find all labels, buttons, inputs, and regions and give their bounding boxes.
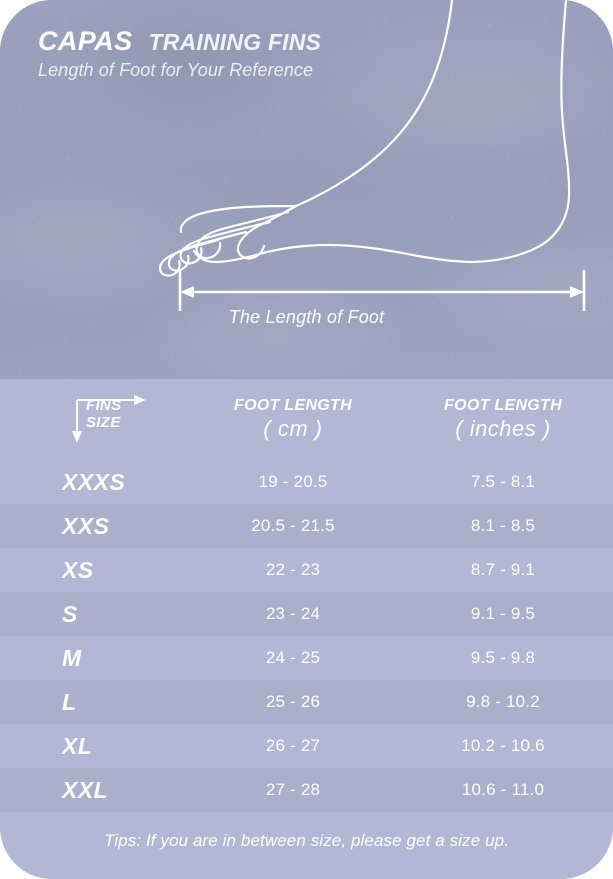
table-body: XXXS 19 - 20.5 7.5 - 8.1 XXS 20.5 - 21.5 8.1 … (0, 460, 613, 812)
cell-foot-length-cm: 19 - 20.5 (258, 472, 328, 491)
brand-name: CAPAS (38, 26, 133, 56)
cell-fins-size: S (62, 601, 78, 627)
column-header-inches-line1: FOOT LENGTH (444, 397, 562, 414)
cell-fins-size: XXS (62, 513, 110, 539)
product-name: TRAINING FINS (148, 29, 322, 55)
column-header-cm-line2: ( cm ) (263, 416, 323, 441)
fins-size-line2: SIZE (86, 414, 121, 431)
foot-length-caption: The Length of Foot (228, 307, 385, 327)
cell-foot-length-cm: 26 - 27 (265, 736, 321, 755)
cell-fins-size: XXL (62, 777, 109, 803)
cell-foot-length-cm: 22 - 23 (265, 560, 321, 579)
cell-foot-length-cm: 23 - 24 (265, 604, 321, 623)
hero-subtitle: Length of Foot for Your Reference (38, 60, 314, 80)
cell-foot-length-cm: 27 - 28 (265, 780, 321, 799)
cell-foot-length-inches: 9.1 - 9.5 (470, 604, 536, 623)
cell-foot-length-cm: 20.5 - 21.5 (251, 516, 335, 535)
arrow-head-right (570, 286, 584, 298)
tips-note: Tips: If you are in between size, please… (103, 831, 510, 850)
cell-foot-length-inches: 8.1 - 8.5 (470, 516, 536, 535)
cell-fins-size: XS (62, 557, 94, 583)
cell-foot-length-inches: 9.5 - 9.8 (470, 648, 536, 667)
hero-panel: CAPAS TRAINING FINS Length of Foot for Y… (0, 0, 613, 379)
cell-fins-size: M (62, 645, 82, 671)
table-row: S 23 - 24 9.1 - 9.5 (0, 592, 613, 636)
column-header-inches-line2: ( inches ) (455, 416, 551, 441)
length-dimension-arrow (178, 270, 586, 311)
table-row: M 24 - 25 9.5 - 9.8 (0, 636, 613, 680)
fins-size-line1: FINS (86, 397, 122, 414)
column-header-inches: FOOT LENGTH ( inches ) (403, 397, 603, 442)
title-row: CAPAS TRAINING FINS (38, 26, 321, 57)
cell-foot-length-inches: 7.5 - 8.1 (470, 472, 536, 491)
cell-foot-length-inches: 8.7 - 9.1 (470, 560, 536, 579)
arrow-head-down (72, 431, 82, 443)
column-header-cm: FOOT LENGTH ( cm ) (193, 397, 393, 442)
fins-size-label: FINS SIZE (86, 397, 121, 431)
table-row: XXXS 19 - 20.5 7.5 - 8.1 (0, 460, 613, 504)
cell-fins-size: L (62, 689, 77, 715)
cell-fins-size: XXXS (62, 469, 126, 495)
cell-foot-length-cm: 25 - 26 (265, 692, 321, 711)
table-row: XXS 20.5 - 21.5 8.1 - 8.5 (0, 504, 613, 548)
arrow-head-left (180, 286, 194, 298)
cell-foot-length-inches: 10.6 - 11.0 (461, 780, 545, 799)
table-row: XL 26 - 27 10.2 - 10.6 (0, 724, 613, 768)
water-texture-background (0, 0, 613, 379)
foot-illustration (158, 0, 571, 277)
size-table: FINS SIZE FOOT LENGTH ( cm ) FOOT LENGTH… (0, 379, 613, 879)
corner-arrows-icon (72, 395, 146, 443)
table-row: XS 22 - 23 8.7 - 9.1 (0, 548, 613, 592)
table-row: L 25 - 26 9.8 - 10.2 (0, 680, 613, 724)
column-header-cm-line1: FOOT LENGTH (234, 397, 352, 414)
cell-fins-size: XL (62, 733, 93, 759)
cell-foot-length-inches: 10.2 - 10.6 (461, 736, 545, 755)
cell-foot-length-cm: 24 - 25 (265, 648, 321, 667)
table-header-row: FINS SIZE FOOT LENGTH ( cm ) FOOT LENGTH… (0, 379, 613, 460)
cell-foot-length-inches: 9.8 - 10.2 (466, 692, 540, 711)
arrow-head-right (134, 395, 146, 405)
fins-size-header: FINS SIZE (62, 393, 182, 445)
table-row: XXL 27 - 28 10.6 - 11.0 (0, 768, 613, 812)
